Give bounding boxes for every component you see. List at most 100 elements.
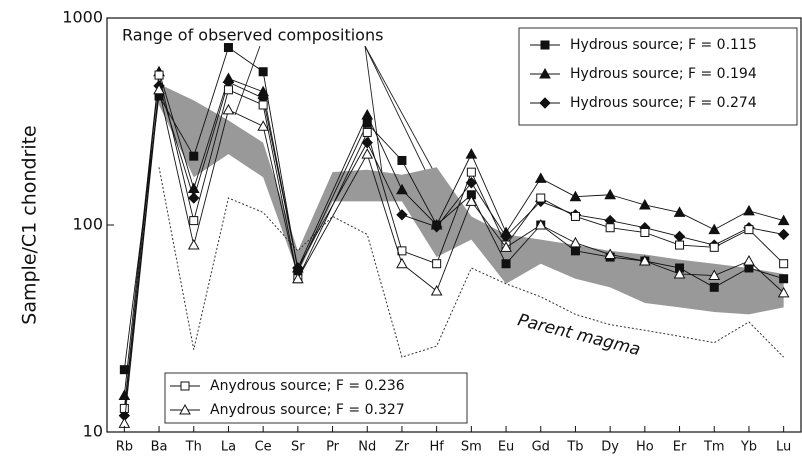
marker (187, 239, 200, 250)
marker (258, 100, 268, 110)
marker (292, 272, 304, 284)
series-segment (436, 201, 472, 292)
marker (179, 403, 191, 415)
range-band (159, 83, 784, 315)
series-segment (644, 232, 680, 246)
marker (223, 43, 233, 53)
series-segment (158, 89, 195, 246)
series-segment (297, 153, 368, 279)
series-segment (297, 132, 368, 279)
marker (222, 103, 235, 115)
parent-annotation: Parent magma (516, 310, 643, 360)
series-segment (470, 194, 507, 264)
series-segment (228, 78, 264, 93)
marker (673, 206, 686, 217)
marker (570, 211, 580, 221)
series-segment (679, 212, 715, 231)
marker (675, 240, 685, 250)
series-segment (575, 214, 611, 222)
series-segment (470, 171, 507, 246)
x-tick-label: Rb (116, 440, 133, 455)
x-tick-label: Yb (740, 440, 757, 455)
x-tick-label: Ho (636, 440, 654, 455)
marker (257, 120, 269, 131)
x-tick-label: Sm (461, 440, 482, 455)
series-segment (470, 153, 507, 233)
x-tick-label: Tm (703, 440, 725, 455)
marker (432, 259, 442, 269)
series-segment (540, 224, 576, 252)
marker (465, 148, 478, 159)
series-segment (714, 227, 750, 246)
series-segment (470, 201, 507, 248)
marker (396, 257, 408, 269)
x-tick-label: Hf (429, 440, 444, 455)
series-segment (436, 171, 472, 264)
series-segment (193, 82, 229, 199)
marker (466, 167, 476, 177)
series-segment (748, 260, 784, 294)
x-tick-label: Er (673, 440, 687, 455)
legend-box (518, 27, 798, 126)
legend-label: Anydrous source; F = 0.327 (210, 402, 405, 418)
marker (361, 148, 374, 159)
marker (639, 254, 651, 266)
series-segment (401, 214, 437, 228)
marker (539, 97, 551, 109)
marker (540, 40, 550, 50)
series-segment (158, 85, 195, 199)
marker (639, 198, 651, 210)
series-segment (228, 89, 264, 106)
marker (605, 223, 615, 233)
series-segment (610, 227, 645, 233)
x-tick-label: Ce (255, 440, 272, 455)
series-segment (714, 267, 750, 288)
series-segment (401, 250, 437, 265)
marker (604, 188, 616, 200)
marker (153, 83, 165, 95)
marker (570, 246, 580, 256)
series-segment (436, 182, 472, 228)
series-segment (262, 98, 299, 269)
series-segment (366, 153, 403, 264)
x-tick-label: Th (185, 440, 202, 455)
series-segment (748, 210, 784, 222)
marker (397, 155, 407, 165)
series-segment (644, 204, 680, 213)
x-tick-label: Tb (566, 440, 583, 455)
marker (361, 108, 374, 120)
marker (223, 85, 233, 95)
series-segment (123, 75, 160, 409)
series-segment (610, 220, 645, 229)
marker (673, 230, 686, 243)
series-segment (505, 197, 542, 246)
series-segment (228, 47, 264, 73)
y-tick-label: 100 (72, 215, 103, 234)
range-annotation: Range of observed compositions (122, 26, 383, 45)
marker (640, 227, 650, 237)
series-segment (540, 177, 576, 198)
series-segment (505, 201, 542, 237)
legend-label: Hydrous source; F = 0.194 (570, 66, 757, 82)
series-segment (158, 74, 195, 221)
series-segment (366, 132, 403, 251)
marker (534, 172, 547, 183)
series-segment (644, 260, 680, 275)
marker (536, 193, 546, 203)
x-tick-label: Dy (601, 440, 619, 455)
y-tick-label: 1000 (62, 8, 103, 27)
series-segment (714, 260, 750, 276)
x-tick-label: Ba (151, 440, 168, 455)
x-tick-label: Pr (326, 440, 340, 455)
series-segment (748, 227, 784, 235)
series-segment (575, 242, 611, 255)
series-segment (610, 254, 645, 262)
marker (744, 225, 754, 235)
series-segment (297, 114, 368, 269)
x-tick-label: Gd (532, 440, 550, 455)
marker (569, 236, 582, 248)
x-tick-label: Lu (776, 440, 791, 455)
x-tick-label: Eu (498, 440, 514, 455)
marker (396, 209, 408, 221)
marker (189, 216, 199, 226)
